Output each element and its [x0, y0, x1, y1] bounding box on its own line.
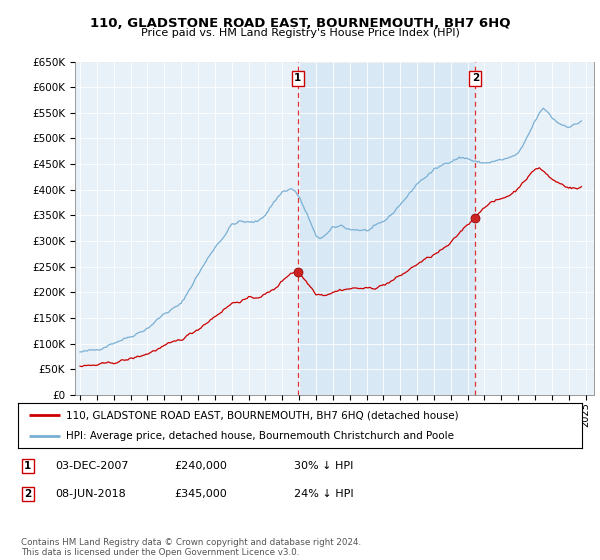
Text: 30% ↓ HPI: 30% ↓ HPI — [294, 461, 353, 471]
Text: 08-JUN-2018: 08-JUN-2018 — [55, 489, 126, 499]
Text: 110, GLADSTONE ROAD EAST, BOURNEMOUTH, BH7 6HQ: 110, GLADSTONE ROAD EAST, BOURNEMOUTH, B… — [90, 17, 510, 30]
Text: 03-DEC-2007: 03-DEC-2007 — [55, 461, 128, 471]
Text: 1: 1 — [294, 73, 301, 83]
Text: HPI: Average price, detached house, Bournemouth Christchurch and Poole: HPI: Average price, detached house, Bour… — [66, 431, 454, 441]
Text: 2: 2 — [472, 73, 479, 83]
Text: 1: 1 — [24, 461, 31, 471]
Text: Contains HM Land Registry data © Crown copyright and database right 2024.
This d: Contains HM Land Registry data © Crown c… — [21, 538, 361, 557]
Text: 24% ↓ HPI: 24% ↓ HPI — [294, 489, 353, 499]
Text: £240,000: £240,000 — [174, 461, 227, 471]
Text: Price paid vs. HM Land Registry's House Price Index (HPI): Price paid vs. HM Land Registry's House … — [140, 28, 460, 38]
Bar — [298, 62, 475, 395]
Text: 110, GLADSTONE ROAD EAST, BOURNEMOUTH, BH7 6HQ (detached house): 110, GLADSTONE ROAD EAST, BOURNEMOUTH, B… — [66, 410, 458, 421]
Text: £345,000: £345,000 — [174, 489, 227, 499]
Text: 2: 2 — [24, 489, 31, 499]
